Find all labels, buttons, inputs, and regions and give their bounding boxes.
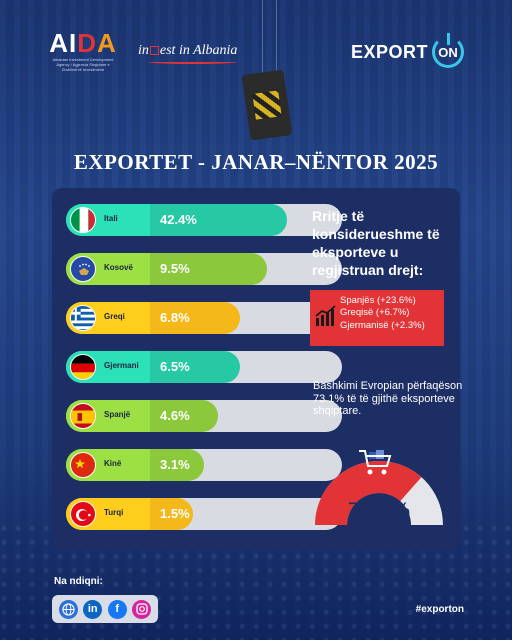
country-percent: 6.5% — [160, 359, 190, 374]
gauge-value: 73.1% — [347, 498, 411, 523]
country-percent: 3.1% — [160, 457, 190, 472]
partner-logos: AIDA Albanian Investment Development Age… — [48, 28, 238, 72]
aida-logo: AIDA Albanian Investment Development Age… — [49, 28, 117, 72]
country-name: Gjermani — [104, 361, 139, 370]
country-percent: 42.4% — [160, 212, 197, 227]
country-percent: 9.5% — [160, 261, 190, 276]
facebook-icon[interactable]: f — [107, 599, 127, 619]
bar-track — [66, 204, 342, 236]
growth-list: Spanjës (+23.6%) Greqisë (+6.7%) Gjerman… — [340, 295, 425, 332]
country-name: Kosovë — [104, 263, 133, 272]
globe-icon[interactable] — [58, 599, 78, 619]
country-name: Itali — [104, 214, 118, 223]
follow-label: Na ndiqni: — [54, 576, 103, 587]
growth-item: Spanjës (+23.6%) — [340, 295, 416, 306]
crane-hook-image — [241, 69, 293, 141]
shopping-cart-icon — [359, 450, 392, 475]
invest-in-albania-logo: in est in Albania — [138, 43, 238, 65]
country-name: Spanjë — [104, 410, 131, 419]
growth-chart-icon — [315, 305, 336, 326]
hashtag: #exporton — [415, 604, 464, 615]
instagram-icon[interactable] — [132, 599, 152, 619]
country-name: Kinë — [104, 459, 122, 468]
growth-item: Gjermanisë (+2.3%) — [340, 319, 425, 331]
country-percent: 4.6% — [160, 408, 190, 423]
crane-cable — [276, 0, 277, 80]
export-on-logo: EXPORT ON — [351, 33, 464, 68]
country-percent: 6.8% — [160, 310, 190, 325]
growth-box: Spanjës (+23.6%) Greqisë (+6.7%) Gjerman… — [310, 290, 444, 346]
page-title: EXPORTET - JANAR–NËNTOR 2025 — [73, 150, 439, 174]
eu-share-text: Bashkimi Evropian përfaqëson 73.1% të të… — [313, 380, 463, 418]
country-name: Greqi — [104, 312, 125, 321]
turkey-flag — [70, 501, 96, 527]
linkedin-icon[interactable]: in — [83, 599, 103, 619]
gauge-fill — [315, 461, 422, 525]
social-links: in f — [52, 595, 158, 623]
growth-item: Greqisë (+6.7%) — [340, 307, 410, 319]
china-flag — [70, 452, 96, 478]
germany-flag — [70, 354, 96, 380]
kosovo-flag — [70, 256, 96, 282]
spain-flag — [70, 403, 96, 429]
growth-heading: Rritje të konsiderueshme të eksporteve u… — [312, 208, 440, 278]
greece-flag — [70, 305, 96, 331]
eu-share-gauge — [315, 461, 443, 525]
country-percent: 1.5% — [160, 506, 190, 521]
country-name: Turqi — [104, 508, 124, 517]
power-icon: ON — [432, 33, 464, 68]
italy-flag — [70, 207, 96, 233]
crane-cable — [262, 0, 263, 80]
